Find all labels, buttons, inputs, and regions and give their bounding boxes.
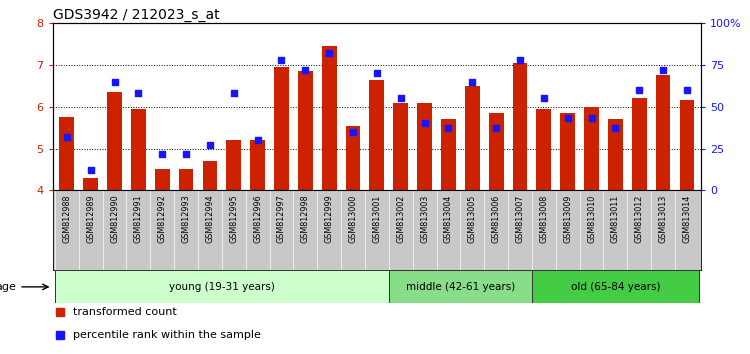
Text: GSM813011: GSM813011 [611,194,620,243]
Bar [83,178,98,190]
Bar [370,80,384,190]
Bar [388,270,532,303]
Text: GSM813002: GSM813002 [396,194,405,243]
Bar [560,113,575,190]
Point [109,79,121,85]
Text: GSM813005: GSM813005 [468,194,477,243]
Point [251,137,263,143]
Text: GSM813001: GSM813001 [372,194,381,243]
Text: GSM812990: GSM812990 [110,194,119,243]
Point [204,142,216,148]
Bar [512,63,527,190]
Point [394,96,406,101]
Text: GSM813007: GSM813007 [515,194,524,243]
Point [586,116,598,121]
Text: GSM813009: GSM813009 [563,194,572,243]
Bar [465,86,480,190]
Bar [59,117,74,190]
Text: middle (42-61 years): middle (42-61 years) [406,282,515,292]
Bar [251,140,265,190]
Bar [322,46,337,190]
Point [370,70,382,76]
Bar [584,107,599,190]
Point [156,151,168,156]
Text: percentile rank within the sample: percentile rank within the sample [74,330,261,340]
Text: GSM812996: GSM812996 [253,194,262,243]
Text: GDS3942 / 212023_s_at: GDS3942 / 212023_s_at [53,8,219,22]
Point [514,57,526,63]
Bar [55,270,388,303]
Text: GSM812991: GSM812991 [134,194,142,243]
Point [85,167,97,173]
Bar [441,119,456,190]
Point [419,121,430,126]
Point [490,126,502,131]
Point [323,50,335,56]
Bar [154,170,170,190]
Point [442,126,454,131]
Text: GSM812989: GSM812989 [86,194,95,243]
Point [228,91,240,96]
Point [275,57,287,63]
Point [610,126,622,131]
Text: GSM812998: GSM812998 [301,194,310,243]
Point [347,129,359,135]
Text: GSM812997: GSM812997 [277,194,286,243]
Point [562,116,574,121]
Text: GSM812992: GSM812992 [158,194,166,243]
Text: age: age [0,282,16,292]
Text: GSM813000: GSM813000 [349,194,358,243]
Bar [608,119,622,190]
Point [61,134,73,140]
Text: GSM812993: GSM812993 [182,194,190,243]
Point [132,91,144,96]
Text: GSM812994: GSM812994 [206,194,214,243]
Bar [226,140,242,190]
Bar [178,170,194,190]
Bar [393,103,408,190]
Bar [298,71,313,190]
Point [657,67,669,73]
Point [681,87,693,93]
Text: GSM813013: GSM813013 [658,194,668,243]
Bar [536,109,551,190]
Point [299,67,311,73]
Text: GSM812995: GSM812995 [230,194,238,243]
Text: GSM813012: GSM813012 [634,194,644,243]
Bar [107,92,122,190]
Bar [489,113,503,190]
Text: young (19-31 years): young (19-31 years) [169,282,274,292]
Bar [417,103,432,190]
Bar [680,101,694,190]
Bar [532,270,699,303]
Bar [346,126,361,190]
Text: GSM813008: GSM813008 [539,194,548,243]
Bar [131,109,146,190]
Text: GSM812999: GSM812999 [325,194,334,243]
Text: GSM812988: GSM812988 [62,194,71,243]
Point [633,87,645,93]
Text: GSM813004: GSM813004 [444,194,453,243]
Text: GSM813003: GSM813003 [420,194,429,243]
Text: GSM813006: GSM813006 [492,194,501,243]
Bar [274,67,289,190]
Bar [202,161,217,190]
Text: GSM813014: GSM813014 [682,194,692,243]
Point [538,96,550,101]
Text: GSM813010: GSM813010 [587,194,596,243]
Text: old (65-84 years): old (65-84 years) [571,282,660,292]
Bar [656,75,670,190]
Text: transformed count: transformed count [74,307,177,317]
Point [180,151,192,156]
Point [466,79,478,85]
Bar [632,98,646,190]
